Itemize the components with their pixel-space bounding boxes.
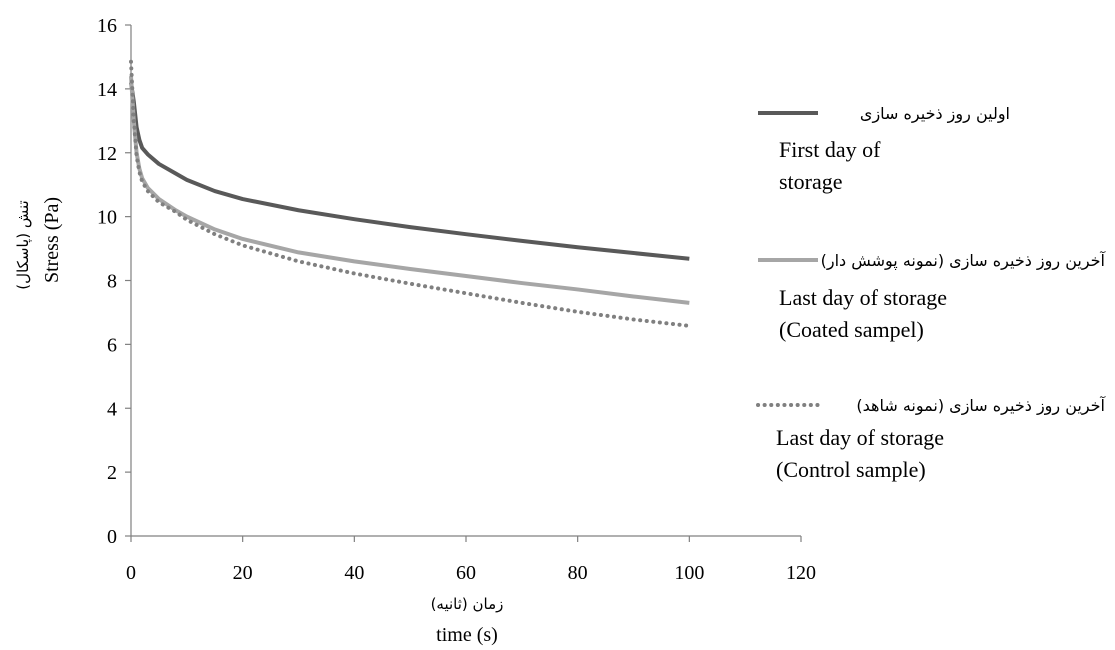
x-tick-label: 20 bbox=[233, 562, 253, 584]
x-tick-label: 60 bbox=[456, 562, 476, 584]
legend-label-fa-control: آخرین روز ذخیره سازی (نمونه شاهد) bbox=[856, 396, 1106, 416]
series-line-first-day bbox=[129, 82, 690, 261]
ticks: 0 2 4 6 8 10 12 14 16 0 20 40 60 80 100 120 bbox=[97, 15, 816, 584]
x-tick-label: 40 bbox=[344, 562, 364, 584]
axes bbox=[130, 25, 801, 537]
legend-label-first-day-line2: storage bbox=[779, 169, 843, 194]
legend-item-first-day: اولین روز ذخیره سازی First day of storag… bbox=[758, 104, 1010, 194]
y-tick-label: 0 bbox=[107, 526, 117, 548]
y-tick-label: 10 bbox=[97, 207, 117, 229]
series-layer bbox=[129, 59, 692, 328]
legend-label-fa-coated: آخرین روز ذخیره سازی (نمونه پوشش دار) bbox=[821, 251, 1107, 271]
y-axis-title: Stress (Pa) bbox=[41, 197, 63, 283]
y-tick-label: 12 bbox=[97, 143, 117, 165]
legend-label-coated-line2: (Coated sampel) bbox=[779, 317, 924, 342]
legend-label-coated-line1: Last day of storage bbox=[779, 285, 947, 310]
legend-item-coated: آخرین روز ذخیره سازی (نمونه پوشش دار) La… bbox=[758, 251, 1107, 342]
y-tick-label: 14 bbox=[97, 79, 117, 101]
x-tick-label: 120 bbox=[786, 562, 816, 584]
legend-item-control: آخرین روز ذخیره سازی (نمونه شاهد) Last d… bbox=[756, 396, 1107, 482]
x-axis-title: time (s) bbox=[436, 624, 498, 646]
x-tick-label: 80 bbox=[568, 562, 588, 584]
y-axis-title-fa: تنش (پاسکال) bbox=[14, 200, 33, 289]
x-axis-title-fa: زمان (ثانیه) bbox=[431, 595, 504, 613]
y-tick-label: 8 bbox=[107, 271, 117, 293]
x-tick-label: 0 bbox=[126, 562, 136, 584]
y-tick-label: 4 bbox=[107, 398, 117, 420]
legend-label-control-line1: Last day of storage bbox=[776, 425, 944, 450]
legend-label-first-day-line1: First day of bbox=[779, 137, 881, 162]
y-tick-label: 6 bbox=[107, 334, 117, 356]
x-tick-label: 100 bbox=[674, 562, 704, 584]
legend: اولین روز ذخیره سازی First day of storag… bbox=[756, 104, 1107, 482]
series-line-control bbox=[129, 59, 692, 328]
legend-label-fa-first-day: اولین روز ذخیره سازی bbox=[860, 104, 1010, 124]
y-tick-label: 16 bbox=[97, 15, 117, 37]
legend-label-control-line2: (Control sample) bbox=[776, 457, 926, 482]
y-tick-label: 2 bbox=[107, 462, 117, 484]
